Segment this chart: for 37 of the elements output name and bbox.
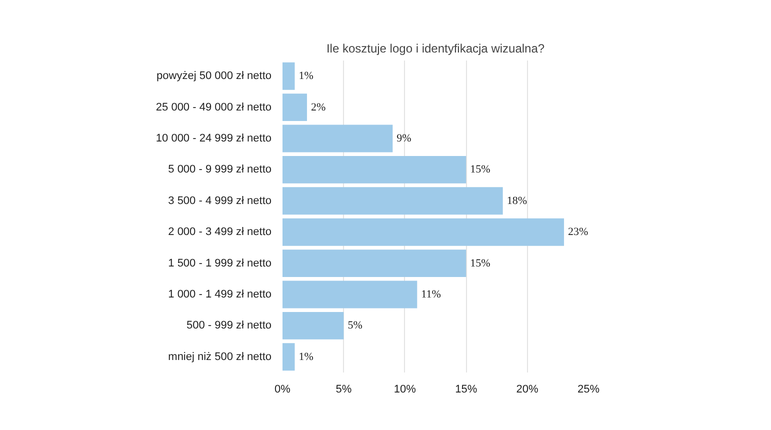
- chart-title: Ile kosztuje logo i identyfikacja wizualna?: [326, 42, 545, 56]
- y-tick-label: 1 000 - 1 499 zł netto: [168, 288, 272, 300]
- data-label: 23%: [568, 226, 588, 238]
- bar: [282, 343, 295, 371]
- bar: [282, 62, 295, 90]
- x-tick-label: 0%: [274, 384, 291, 396]
- y-tick-label: 2 000 - 3 499 zł netto: [168, 226, 272, 238]
- x-tick-label: 20%: [516, 384, 539, 396]
- y-tick-label: 1 500 - 1 999 zł netto: [168, 257, 272, 270]
- bar: [282, 94, 307, 122]
- data-label: 1%: [298, 70, 314, 82]
- x-tick-label: 10%: [394, 384, 416, 396]
- data-label: 2%: [310, 101, 326, 114]
- data-label: 5%: [348, 320, 362, 332]
- y-tick-label: 5 000 - 9 999 zł netto: [168, 164, 272, 176]
- y-tick-label: 10 000 - 24 999 zł netto: [156, 132, 272, 144]
- y-tick-label: 25 000 - 49 000 zł netto: [156, 101, 272, 114]
- bar: [282, 312, 344, 340]
- x-tick-label: 15%: [455, 384, 478, 396]
- data-label: 1%: [298, 350, 314, 363]
- data-label: 9%: [396, 132, 412, 144]
- y-tick-label: powyżej 50 000 zł netto: [156, 70, 272, 82]
- y-tick-label: 3 500 - 4 999 zł netto: [168, 194, 272, 207]
- bar: [282, 280, 418, 308]
- y-tick-label: 500 - 999 zł netto: [186, 320, 272, 332]
- data-label: 11%: [421, 288, 441, 300]
- data-label: 15%: [470, 164, 490, 176]
- x-tick-label: 25%: [577, 384, 600, 396]
- bar: [282, 218, 564, 246]
- data-label: 15%: [470, 257, 490, 270]
- x-tick-label: 5%: [336, 384, 352, 396]
- y-tick-label: mniej niż 500 zł netto: [168, 350, 272, 363]
- bar: [282, 124, 393, 152]
- data-label: 18%: [506, 194, 527, 207]
- bar: [282, 187, 503, 215]
- bar: [282, 156, 466, 184]
- bar: [282, 250, 466, 278]
